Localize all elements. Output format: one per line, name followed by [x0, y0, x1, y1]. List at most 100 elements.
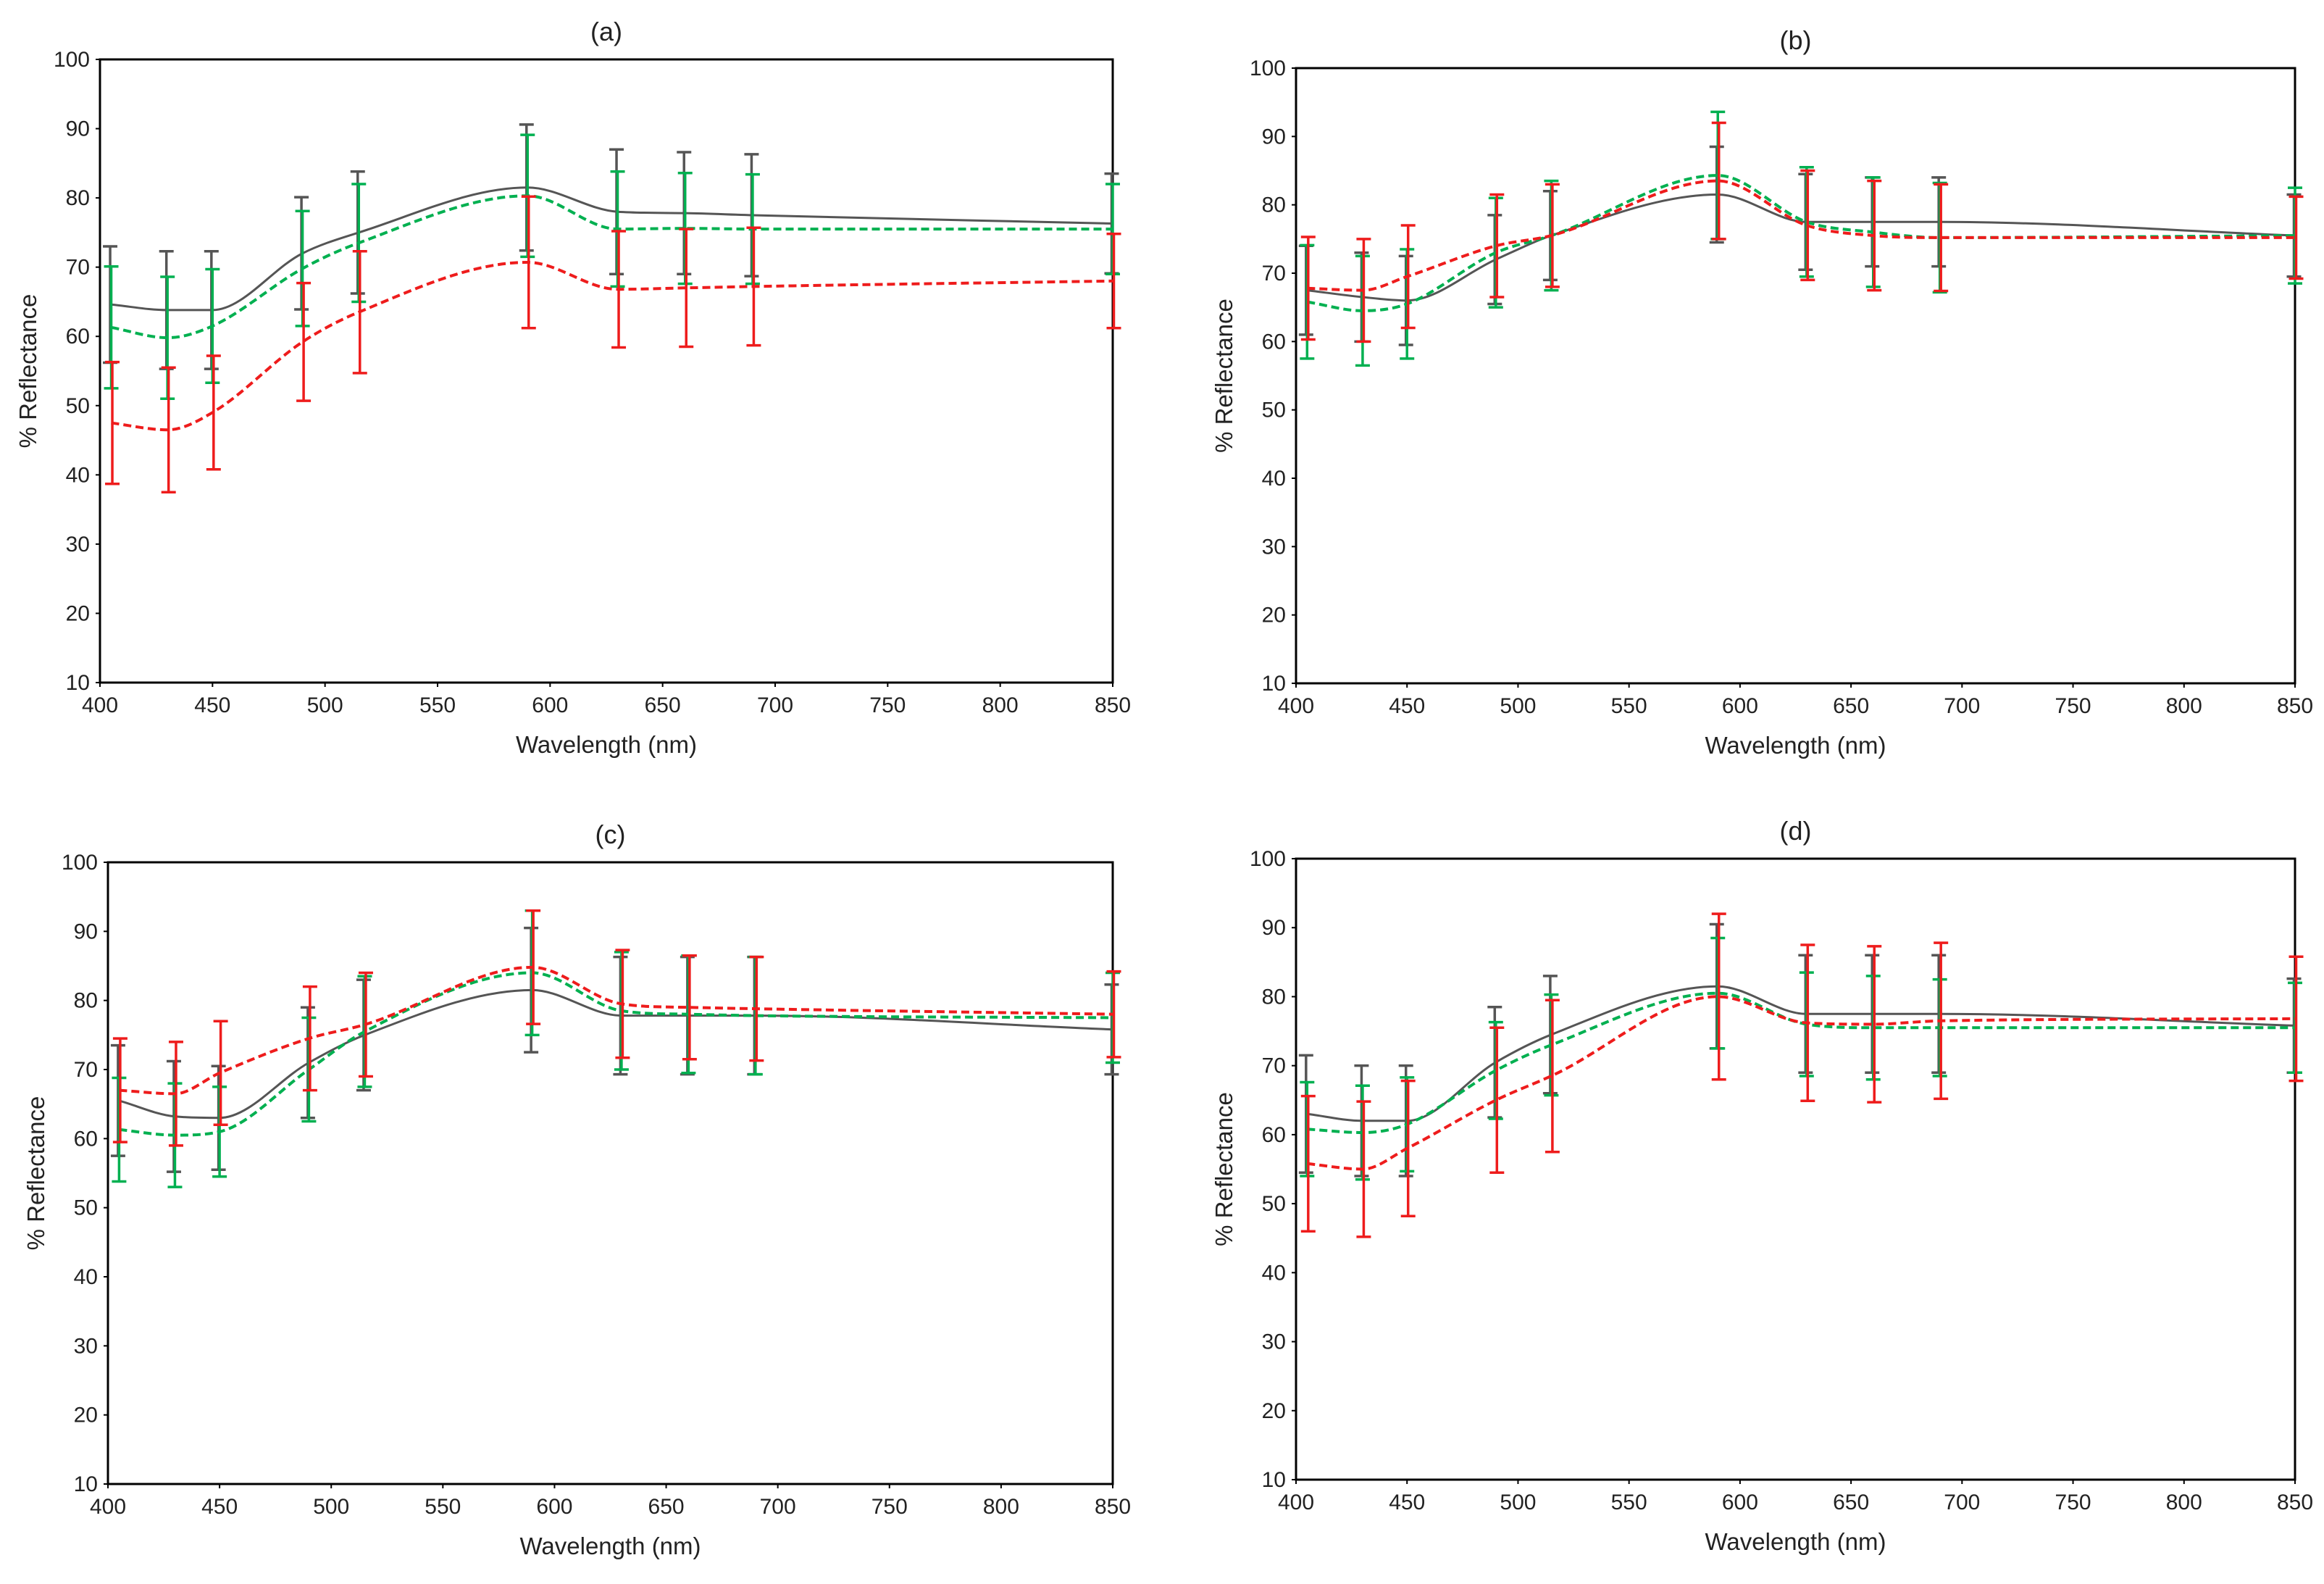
y-tick-label: 60 — [66, 325, 90, 349]
y-axis-title: % Reflectance — [14, 294, 41, 449]
chart-panel-a: (a) 10 20 30 40 50 60 70 80 90 100 400 450 500 550 600 6… — [14, 17, 1131, 758]
x-tick-label: 550 — [425, 1495, 461, 1519]
x-tick-label: 750 — [2055, 694, 2091, 718]
y-tick-label: 50 — [1262, 399, 1286, 422]
x-tick-label: 700 — [757, 693, 793, 717]
x-tick-label: 700 — [1944, 1491, 1980, 1514]
series-line-black — [111, 186, 1113, 312]
x-tick-label: 650 — [1833, 694, 1869, 718]
y-tick-label: 60 — [74, 1127, 98, 1151]
y-tick-label: 20 — [66, 601, 90, 625]
x-tick-label: 600 — [1722, 694, 1758, 718]
x-tick-label: 650 — [1833, 1491, 1869, 1514]
x-tick-label: 600 — [532, 693, 568, 717]
y-tick-label: 80 — [66, 186, 90, 210]
x-tick-label: 450 — [194, 693, 230, 717]
x-tick-label: 800 — [983, 1495, 1019, 1519]
series-line-green — [119, 971, 1113, 1137]
y-tick-label: 90 — [66, 117, 90, 141]
x-tick-label: 500 — [1500, 1491, 1536, 1514]
x-tick-label: 850 — [2277, 694, 2313, 718]
y-tick-label: 30 — [1262, 535, 1286, 559]
series-black — [1298, 922, 2302, 1177]
y-tick-label: 50 — [74, 1196, 98, 1220]
y-tick-label: 80 — [1262, 985, 1286, 1009]
y-tick-label: 20 — [74, 1404, 98, 1427]
plot-frame — [106, 861, 1114, 1485]
y-tick-label: 10 — [74, 1472, 98, 1496]
y-tick-label: 100 — [62, 851, 98, 875]
y-tick-label: 100 — [54, 48, 90, 72]
series-green — [104, 133, 1120, 400]
x-tick-label: 450 — [1389, 1491, 1425, 1514]
series-black — [103, 123, 1119, 370]
x-tick-label: 550 — [1611, 694, 1647, 718]
chart-panel-c: (c) 10 20 30 40 50 60 70 80 90 100 400 450 500 550 600 6… — [22, 820, 1131, 1559]
chart-title: (d) — [1780, 816, 1812, 846]
x-tick-label: 800 — [2166, 1491, 2202, 1514]
y-tick-label: 60 — [1262, 330, 1286, 354]
y-tick-label: 90 — [1262, 125, 1286, 149]
x-tick-label: 500 — [313, 1495, 349, 1519]
chart-title: (a) — [590, 17, 622, 46]
x-axis-title: Wavelength (nm) — [516, 731, 697, 758]
y-axis-title: % Reflectance — [1211, 1092, 1237, 1246]
y-tick-label: 80 — [1262, 193, 1286, 217]
y-tick-label: 70 — [74, 1058, 98, 1082]
series-line-red — [1307, 995, 2296, 1171]
x-tick-label: 800 — [982, 693, 1019, 717]
series-red — [1300, 121, 2304, 343]
series-line-green — [111, 194, 1113, 340]
series-line-green — [1306, 174, 2296, 312]
y-tick-label: 50 — [66, 394, 90, 418]
y-tick-label: 20 — [1262, 1399, 1286, 1423]
series-line-red — [119, 965, 1113, 1096]
series-black — [1298, 145, 2302, 346]
x-tick-label: 400 — [90, 1495, 126, 1519]
y-axis-title: % Reflectance — [1211, 299, 1237, 453]
x-tick-label: 650 — [645, 693, 681, 717]
y-tick-label: 10 — [1262, 1468, 1286, 1492]
x-axis-title: Wavelength (nm) — [519, 1533, 701, 1559]
series-green — [112, 909, 1120, 1188]
x-tick-label: 450 — [1389, 694, 1425, 718]
x-axis-title: Wavelength (nm) — [1705, 1528, 1886, 1555]
x-tick-label: 400 — [82, 693, 118, 717]
x-tick-label: 800 — [2166, 694, 2202, 718]
plot-frame — [99, 58, 1114, 684]
x-tick-label: 450 — [201, 1495, 238, 1519]
x-tick-label: 500 — [1500, 694, 1536, 718]
x-tick-label: 850 — [2277, 1491, 2313, 1514]
series-red — [105, 195, 1121, 493]
x-tick-label: 700 — [1944, 694, 1980, 718]
y-tick-label: 30 — [74, 1334, 98, 1358]
x-tick-label: 850 — [1095, 1495, 1131, 1519]
chart-title: (c) — [595, 820, 626, 849]
y-tick-label: 90 — [1262, 916, 1286, 940]
y-axis-title: % Reflectance — [22, 1096, 49, 1251]
series-red — [1300, 912, 2304, 1238]
y-tick-label: 30 — [1262, 1330, 1286, 1354]
y-tick-label: 40 — [1262, 467, 1286, 491]
series-red — [112, 909, 1121, 1147]
y-tick-label: 100 — [1250, 847, 1286, 871]
chart-panel-b: (b) 10 20 30 40 50 60 70 80 90 100 400 450 500 550 600 6… — [1211, 25, 2313, 759]
series-line-black — [1307, 193, 2296, 302]
plot-frame — [1295, 67, 2296, 685]
y-tick-label: 50 — [1262, 1192, 1286, 1216]
y-tick-label: 70 — [1262, 1054, 1286, 1078]
y-tick-label: 100 — [1250, 57, 1286, 80]
series-line-red — [1307, 179, 2295, 292]
chart-panel-d: (d) 10 20 30 40 50 60 70 80 90 100 400 450 500 550 600 6… — [1211, 816, 2313, 1555]
x-tick-label: 550 — [419, 693, 456, 717]
y-tick-label: 80 — [74, 989, 98, 1013]
plot-frame — [1295, 857, 2296, 1481]
y-tick-label: 20 — [1262, 604, 1286, 628]
x-tick-label: 750 — [872, 1495, 908, 1519]
y-tick-label: 60 — [1262, 1123, 1286, 1147]
x-tick-label: 500 — [307, 693, 343, 717]
x-tick-label: 600 — [536, 1495, 572, 1519]
x-tick-label: 600 — [1722, 1491, 1758, 1514]
x-tick-label: 650 — [648, 1495, 685, 1519]
